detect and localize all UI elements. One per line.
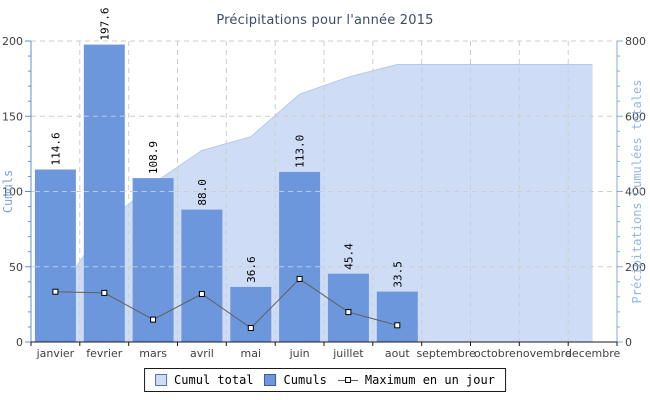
cumul-total-swatch-icon [155,374,168,386]
max-line-marker-icon [337,376,358,385]
month-label-janvier: janvier [36,347,75,360]
month-label-fevrier: fevrier [86,347,122,360]
month-label-septembre: septembre [416,347,476,360]
right-tick-label-200: 200 [625,261,646,274]
month-label-avril: avril [190,347,214,360]
month-label-octobre: octobre [474,347,516,360]
max-marker-aout[interactable] [394,322,401,329]
left-tick-label-0: 0 [16,336,23,349]
bar-value-label-juillet: 45.4 [342,243,355,270]
left-axis-title: Cumuls [1,170,15,213]
bar-value-label-janvier: 114.6 [49,132,62,165]
max-per-day-line [55,278,398,329]
legend-label-cumul-total: Cumul total [174,373,254,387]
bar-mai[interactable] [230,286,272,342]
bar-value-label-avril: 88.0 [196,179,209,206]
chart-legend: Cumul total Cumuls Maximum en un jour [144,368,506,392]
max-marker-janvier[interactable] [52,288,59,295]
month-label-juillet: juillet [332,347,364,360]
bar-value-label-juin: 113.0 [294,135,307,168]
bar-janvier[interactable] [34,169,76,343]
bar-value-label-mai: 36.6 [245,256,258,282]
cumuls-swatch-icon [264,374,277,386]
legend-item-maximum[interactable]: Maximum en un jour [337,373,495,387]
left-tick-label-50: 50 [9,261,23,274]
month-label-mars: mars [139,347,167,360]
bar-value-label-aout: 33.5 [391,261,404,288]
month-label-mai: mai [241,347,262,360]
bar-value-label-fevrier: 197.6 [98,7,111,40]
bar-juillet[interactable] [327,273,369,342]
month-label-novembre: novembre [516,347,572,360]
legend-item-cumuls[interactable]: Cumuls [264,373,327,387]
bar-fevrier[interactable] [83,44,125,342]
max-marker-mars[interactable] [150,316,157,323]
right-tick-label-800: 800 [625,35,646,48]
bar-avril[interactable] [181,209,223,342]
bar-mars[interactable] [132,178,174,342]
legend-label-cumuls: Cumuls [283,373,327,387]
left-tick-label-100: 100 [2,186,23,199]
max-marker-avril[interactable] [198,291,205,297]
max-marker-mai[interactable] [247,325,254,331]
bar-value-label-mars: 108.9 [147,141,160,174]
right-tick-label-400: 400 [625,186,646,199]
month-label-decembre: decembre [565,347,621,360]
right-tick-label-600: 600 [625,110,646,123]
legend-item-cumul-total[interactable]: Cumul total [155,373,254,387]
month-label-aout: aout [385,347,410,360]
bar-juin[interactable] [279,171,321,342]
left-tick-label-200: 200 [2,35,23,48]
max-marker-juin[interactable] [296,275,303,282]
right-tick-label-0: 0 [625,336,632,349]
max-marker-fevrier[interactable] [101,289,108,296]
max-marker-juillet[interactable] [345,309,352,316]
month-label-juin: juin [289,347,310,360]
right-axis-title: Précipitations Cumulées totales [630,80,644,304]
left-tick-label-150: 150 [2,110,23,123]
chart-title: Précipitations pour l'année 2015 [216,13,434,28]
legend-label-maximum: Maximum en un jour [364,373,495,387]
bar-aout[interactable] [376,291,418,342]
